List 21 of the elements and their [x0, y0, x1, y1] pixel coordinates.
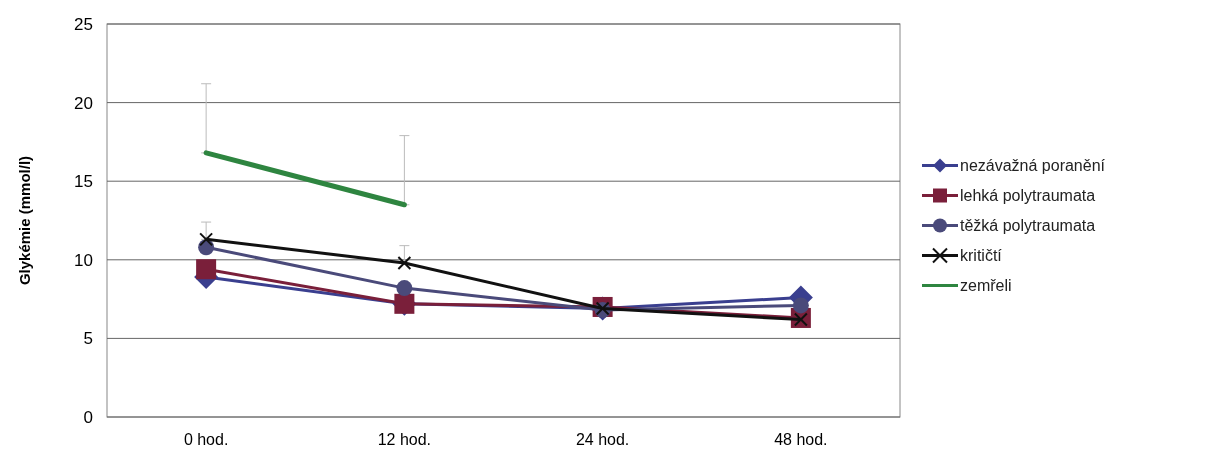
x-tick-label: 24 hod.	[575, 431, 630, 448]
point	[199, 232, 214, 247]
x-tick-label: 48 hod.	[774, 431, 828, 448]
x-tick-label: 0 hod.	[183, 431, 229, 448]
point	[397, 255, 412, 270]
legend-label: nezávažná poranění	[960, 157, 1106, 175]
point	[196, 259, 217, 280]
x-tick-label: 12 hod.	[377, 431, 432, 448]
y-tick-label: 25	[74, 14, 93, 34]
y-tick-label: 20	[74, 93, 93, 113]
y-tick-label: 0	[83, 407, 93, 427]
legend-label: lehká polytraumata	[960, 187, 1096, 205]
y-tick-label: 15	[74, 172, 93, 192]
legend-label: zemřeli	[960, 277, 1012, 295]
y-axis-title: Glykémie (mmol/l)	[16, 155, 33, 286]
y-tick-label: 10	[74, 250, 93, 270]
y-tick-label: 5	[83, 329, 93, 349]
legend-label: těžká polytraumata	[960, 217, 1096, 235]
legend-label: kritičtí	[960, 247, 1003, 265]
point	[792, 297, 809, 314]
point	[396, 280, 413, 297]
